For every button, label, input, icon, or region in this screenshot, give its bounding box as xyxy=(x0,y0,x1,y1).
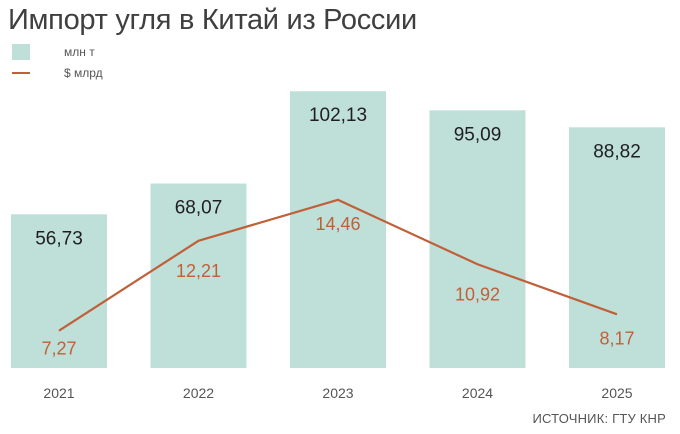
source-note: ИСТОЧНИК: ГТУ КНР xyxy=(532,411,666,426)
line-label-2023: 14,46 xyxy=(315,214,360,234)
bar-2023 xyxy=(290,91,386,369)
bar-2021 xyxy=(11,214,107,368)
bar-label-2022: 68,07 xyxy=(175,198,223,219)
line-label-2025: 8,17 xyxy=(599,328,634,348)
bar-label-2023: 102,13 xyxy=(309,105,367,126)
bar-label-2021: 56,73 xyxy=(35,228,83,249)
bar-2025 xyxy=(569,127,665,369)
x-tick-2021: 2021 xyxy=(43,385,74,401)
line-series-usd xyxy=(58,198,618,332)
bar-2022 xyxy=(150,183,247,368)
x-tick-2025: 2025 xyxy=(601,385,632,401)
legend-swatch-bar xyxy=(12,44,30,60)
legend-item-bars: млн т xyxy=(12,44,95,60)
x-tick-2024: 2024 xyxy=(462,385,493,401)
x-tick-2023: 2023 xyxy=(322,385,353,401)
legend-label-bars: млн т xyxy=(64,45,95,59)
bar-label-2025: 88,82 xyxy=(593,141,641,162)
legend-label-line: $ млрд xyxy=(64,66,103,80)
line-label-2022: 12,21 xyxy=(176,261,221,281)
legend-swatch-line xyxy=(12,72,30,74)
bar-label-2024: 95,09 xyxy=(454,124,502,145)
legend-item-line: $ млрд xyxy=(12,66,103,80)
chart-title: Импорт угля в Китай из России xyxy=(8,4,417,36)
line-label-2024: 10,92 xyxy=(455,284,500,304)
x-tick-2022: 2022 xyxy=(183,385,214,401)
bar-2024 xyxy=(429,110,526,369)
line-label-2021: 7,27 xyxy=(41,339,76,359)
